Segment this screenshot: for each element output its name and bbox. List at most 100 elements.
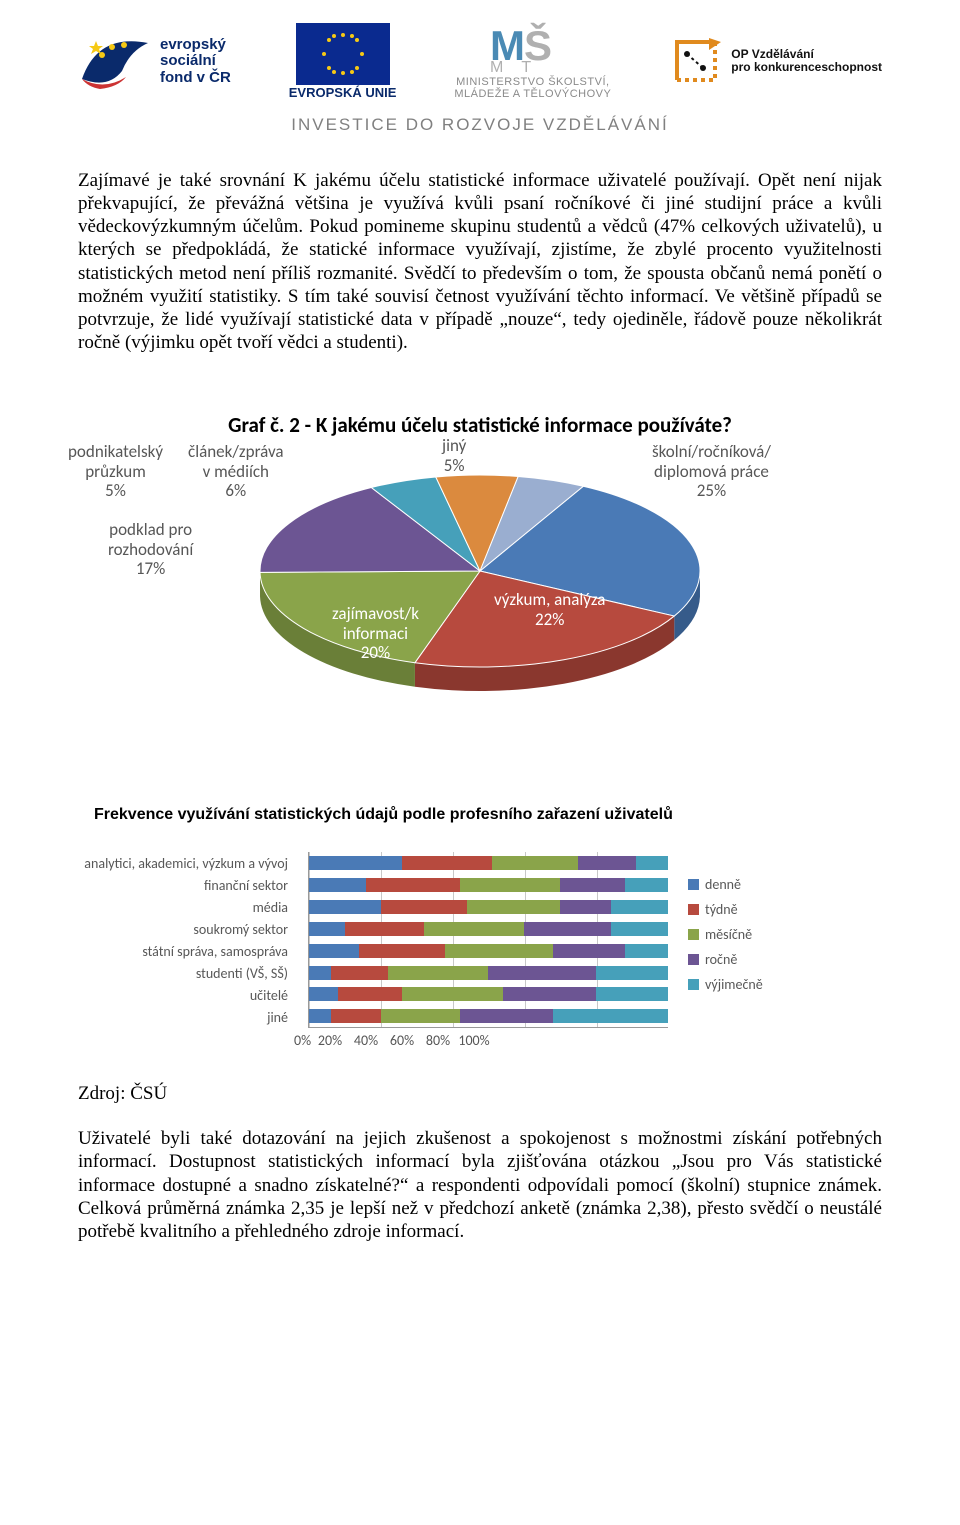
legend-item: měsíčně xyxy=(688,926,763,943)
bar-segment xyxy=(359,944,445,958)
bar-segment xyxy=(331,966,388,980)
bar-segment xyxy=(381,1009,460,1023)
bar-segment xyxy=(381,900,467,914)
legend-label: denně xyxy=(705,876,741,893)
bar-grid xyxy=(308,852,668,1028)
bar-segment xyxy=(309,944,359,958)
paragraph-2: Uživatelé byli také dotazování na jejich… xyxy=(78,1127,882,1243)
pie-label: podklad prorozhodování17% xyxy=(108,520,193,579)
bar-x-tick: 100% xyxy=(438,1032,510,1049)
bar-category-label: jiné xyxy=(78,1009,288,1026)
bar-category-label: státní správa, samospráva xyxy=(78,943,288,960)
bar-segment xyxy=(611,922,668,936)
eu-label: EVROPSKÁ UNIE xyxy=(289,85,397,100)
legend-swatch xyxy=(688,904,699,915)
bar-segment xyxy=(309,878,366,892)
bar-segment xyxy=(345,922,424,936)
bar-segment xyxy=(488,966,596,980)
header-logo-row: evropský sociální fond v ČR EVROPSKÁ UNI… xyxy=(78,0,882,107)
paragraph-1: Zajímavé je také srovnání K jakému účelu… xyxy=(78,169,882,354)
legend-swatch xyxy=(688,879,699,890)
pie-label: jiný5% xyxy=(442,436,466,475)
legend-swatch xyxy=(688,954,699,965)
bar-row xyxy=(309,922,668,936)
pie-chart: školní/ročníková/diplomová práce25%podni… xyxy=(78,442,882,752)
eu-logo: EVROPSKÁ UNIE xyxy=(289,23,397,100)
bar-segment xyxy=(309,987,338,1001)
bar-row xyxy=(309,966,668,980)
bar-chart-section: Frekvence využívání statistických údajů … xyxy=(78,752,882,1059)
bar-segment xyxy=(402,987,503,1001)
msmt-logo: M Š MT MINISTERSTVO ŠKOLSTVÍ, MLÁDEŽE A … xyxy=(454,22,611,101)
bar-segment xyxy=(596,987,668,1001)
pie-chart-title: Graf č. 2 - K jakému účelu statistické i… xyxy=(78,412,882,438)
source-label: Zdroj: ČSÚ xyxy=(78,1083,882,1105)
bar-segment xyxy=(560,900,610,914)
bar-row xyxy=(309,856,668,870)
opvk-text-2: pro konkurenceschopnost xyxy=(731,61,882,75)
bar-segment xyxy=(445,944,553,958)
bar-segment xyxy=(309,900,381,914)
bar-segment xyxy=(524,922,610,936)
bar-segment xyxy=(553,944,625,958)
bar-segment xyxy=(553,1009,668,1023)
bar-segment xyxy=(338,987,403,1001)
opvk-logo: OP Vzdělávání pro konkurenceschopnost xyxy=(669,34,882,88)
msmt-text-2: MLÁDEŽE A TĚLOVÝCHOVY xyxy=(454,88,611,101)
esf-text-3: fond v ČR xyxy=(160,70,231,87)
bar-category-label: učitelé xyxy=(78,987,288,1004)
esf-logo: evropský sociální fond v ČR xyxy=(78,29,231,93)
pie-chart-section: Graf č. 2 - K jakému účelu statistické i… xyxy=(78,376,882,752)
opvk-icon xyxy=(669,34,723,88)
stacked-bar-chart: analytici, akademici, výzkum a vývojfina… xyxy=(78,852,882,1049)
bar-category-label: analytici, akademici, výzkum a vývoj xyxy=(78,855,288,872)
pie-slice-label: zajímavost/kinformaci20% xyxy=(332,604,419,663)
bar-segment xyxy=(625,944,668,958)
pie-label: článek/zprávav médiích6% xyxy=(188,442,284,501)
svg-text:MT: MT xyxy=(490,59,549,72)
bar-segment xyxy=(402,856,492,870)
bar-segment xyxy=(596,966,668,980)
bar-segment xyxy=(309,922,345,936)
bar-segment xyxy=(309,856,402,870)
bar-y-labels: analytici, akademici, výzkum a vývojfina… xyxy=(78,852,288,1028)
legend-item: výjimečně xyxy=(688,976,763,993)
banner-slogan: INVESTICE DO ROZVOJE VZDĚLÁVÁNÍ xyxy=(78,107,882,169)
msmt-text-1: MINISTERSTVO ŠKOLSTVÍ, xyxy=(454,76,611,89)
eu-flag-icon xyxy=(296,23,390,85)
bar-category-label: soukromý sektor xyxy=(78,921,288,938)
bar-segment xyxy=(636,856,668,870)
opvk-text-1: OP Vzdělávání xyxy=(731,48,882,62)
bar-segment xyxy=(467,900,560,914)
legend-swatch xyxy=(688,979,699,990)
bar-segment xyxy=(460,878,561,892)
bar-segment xyxy=(309,1009,331,1023)
bar-segment xyxy=(331,1009,381,1023)
bar-row xyxy=(309,987,668,1001)
bar-segment xyxy=(492,856,578,870)
bar-segment xyxy=(366,878,459,892)
bar-legend: denně týdně měsíčně ročně výjimečně xyxy=(688,852,763,1049)
bar-segment xyxy=(611,900,668,914)
legend-label: měsíčně xyxy=(705,926,752,943)
msmt-icon: M Š MT xyxy=(488,22,578,72)
legend-item: denně xyxy=(688,876,763,893)
pie-label: školní/ročníková/diplomová práce25% xyxy=(652,442,771,501)
bar-category-label: média xyxy=(78,899,288,916)
esf-icon xyxy=(78,29,152,93)
bar-row xyxy=(309,1009,668,1023)
pie-slice-label: výzkum, analýza22% xyxy=(494,590,605,629)
bar-chart-title: Frekvence využívání statistických údajů … xyxy=(94,806,882,824)
legend-label: ročně xyxy=(705,951,737,968)
bar-segment xyxy=(503,987,596,1001)
bar-segment xyxy=(625,878,668,892)
legend-item: týdně xyxy=(688,901,763,918)
bar-row xyxy=(309,878,668,892)
bar-segment xyxy=(309,966,331,980)
bar-row xyxy=(309,900,668,914)
legend-item: ročně xyxy=(688,951,763,968)
bar-category-label: studenti (VŠ, SŠ) xyxy=(78,965,288,982)
bar-row xyxy=(309,944,668,958)
pie-label: podnikatelskýprůzkum5% xyxy=(68,442,163,501)
bar-segment xyxy=(560,878,625,892)
